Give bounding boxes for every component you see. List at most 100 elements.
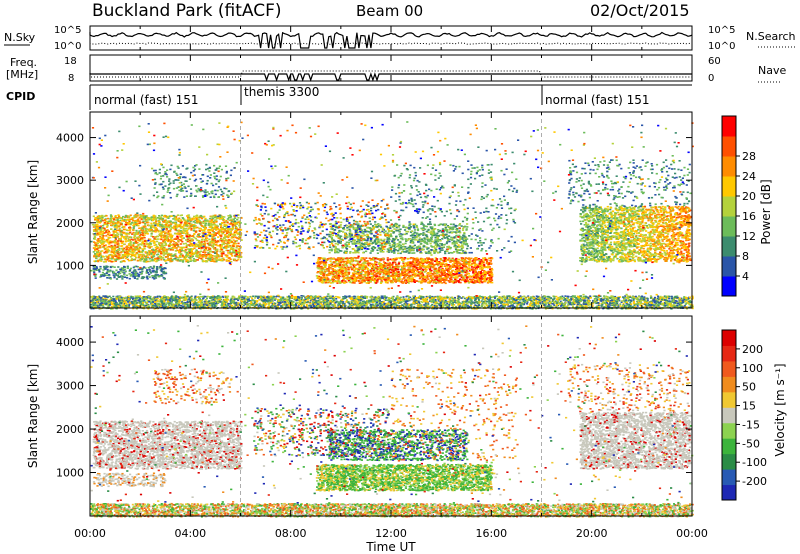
range-cell [437, 297, 439, 299]
range-cell [249, 296, 251, 298]
range-cell [669, 303, 671, 305]
range-cell [630, 303, 632, 305]
range-cell [677, 297, 679, 299]
range-cell [187, 295, 189, 297]
range-cell [293, 301, 295, 303]
range-cell [605, 306, 607, 308]
range-cell [382, 297, 384, 299]
range-cell [605, 304, 607, 306]
range-cell [178, 298, 180, 300]
range-cell [544, 298, 546, 300]
range-cell [221, 304, 223, 306]
range-cell [547, 306, 549, 308]
range-cell [635, 298, 637, 300]
range-cell [568, 301, 570, 303]
range-cell [263, 297, 265, 299]
range-cell [100, 297, 102, 299]
range-cell [479, 301, 481, 303]
range-cell [182, 306, 184, 308]
range-cell [347, 302, 349, 304]
range-cell [342, 296, 344, 298]
range-cell [164, 295, 166, 297]
range-cell [105, 295, 107, 297]
cpid-panel: CPID normal (fast) 151 themis 3300 norma… [6, 85, 692, 110]
range-cell [256, 300, 258, 302]
range-cell [467, 305, 469, 307]
range-cell [638, 296, 640, 298]
freq-tick-top: 18 [64, 56, 77, 67]
range-cell [427, 303, 429, 305]
range-cell [412, 295, 414, 297]
range-cell [417, 304, 419, 306]
range-cell [661, 303, 663, 305]
range-cell [446, 303, 448, 305]
range-cell [227, 303, 229, 305]
range-cell [452, 298, 454, 300]
range-cell [232, 302, 234, 304]
range-cell [322, 297, 324, 299]
range-cell [607, 301, 609, 303]
range-cell [519, 302, 521, 304]
range-cell [219, 300, 221, 302]
range-cell [256, 296, 258, 298]
range-cell [436, 306, 438, 308]
range-cell [464, 298, 466, 300]
range-cell [274, 299, 276, 301]
range-cell [626, 303, 628, 305]
range-cell [408, 296, 410, 298]
range-cell [301, 302, 303, 304]
range-cell [597, 297, 599, 299]
nsky-tick-bottom: 10^0 [54, 41, 81, 52]
range-cell [660, 296, 662, 298]
range-cell [268, 306, 270, 308]
range-cell [122, 303, 124, 305]
range-cell [376, 305, 378, 307]
range-cell [429, 299, 431, 301]
range-cell [499, 298, 501, 300]
range-cell [379, 300, 381, 302]
range-cell [628, 305, 630, 307]
range-cell [307, 299, 309, 301]
range-cell [332, 296, 334, 298]
range-cell [341, 300, 343, 302]
range-cell [464, 302, 466, 304]
range-cell [537, 303, 539, 305]
range-cell [678, 306, 680, 308]
range-cell [235, 304, 237, 306]
range-cell [207, 296, 209, 298]
range-cell [196, 305, 198, 307]
range-cell [429, 295, 431, 297]
range-cell [349, 297, 351, 299]
range-cell [128, 298, 130, 300]
range-cell [328, 295, 330, 297]
range-cell [325, 305, 327, 307]
range-cell [402, 300, 404, 302]
range-cell [629, 296, 631, 298]
range-cell [218, 299, 220, 301]
range-cell [496, 305, 498, 307]
range-cell [489, 305, 491, 307]
range-cell [315, 300, 317, 302]
range-cell [303, 295, 305, 297]
range-cell [310, 303, 312, 305]
range-cell [317, 303, 319, 305]
range-cell [344, 303, 346, 305]
range-cell [447, 305, 449, 307]
range-cell [202, 298, 204, 300]
range-cell [498, 299, 500, 301]
range-cell [95, 304, 97, 306]
range-cell [685, 304, 687, 306]
range-cell [107, 296, 109, 298]
range-cell [563, 304, 565, 306]
range-cell [268, 300, 270, 302]
range-cell [230, 303, 232, 305]
range-cell [437, 296, 439, 298]
range-cell [528, 297, 530, 299]
range-cell [481, 305, 483, 307]
range-cell [378, 296, 380, 298]
range-cell [261, 304, 263, 306]
range-cell [90, 306, 92, 308]
range-cell [612, 302, 614, 304]
range-cell [420, 296, 422, 298]
range-cell [566, 299, 568, 301]
